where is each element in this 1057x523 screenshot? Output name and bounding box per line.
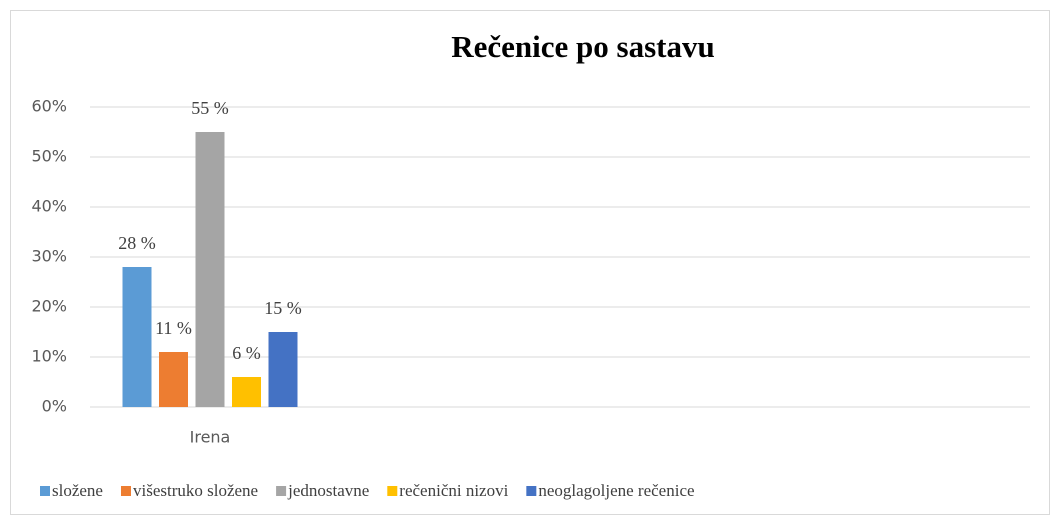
legend-swatch	[120, 486, 131, 496]
legend-swatch	[276, 486, 287, 496]
bar	[195, 132, 225, 407]
bar	[122, 267, 152, 407]
data-label: 28 %	[118, 233, 156, 253]
legend-swatch	[387, 486, 398, 496]
y-tick-label: 50%	[31, 147, 67, 166]
chart-border	[10, 10, 1050, 515]
x-tick-label: Irena	[190, 428, 231, 447]
legend-swatch	[40, 486, 50, 496]
data-label: 6 %	[232, 343, 261, 363]
y-tick-label: 60%	[31, 97, 67, 116]
data-label: 15 %	[264, 298, 302, 318]
legend-label: rečenični nizovi	[399, 481, 508, 500]
data-label: 11 %	[155, 318, 192, 338]
chart-title: Rečenice po sastavu	[451, 29, 714, 64]
y-tick-label: 0%	[42, 397, 67, 416]
y-tick-label: 20%	[31, 297, 67, 316]
y-tick-label: 30%	[31, 247, 67, 266]
y-tick-label: 10%	[31, 347, 67, 366]
bar	[159, 352, 188, 407]
y-tick-label: 40%	[31, 197, 67, 216]
data-label: 55 %	[191, 98, 229, 118]
bar	[268, 332, 298, 407]
legend-swatch	[526, 486, 537, 496]
bar	[232, 377, 261, 407]
legend-label: neoglagoljene rečenice	[538, 481, 694, 500]
legend-label: složene	[52, 481, 103, 500]
legend-label: jednostavne	[287, 481, 369, 500]
legend-label: višestruko složene	[133, 481, 258, 500]
